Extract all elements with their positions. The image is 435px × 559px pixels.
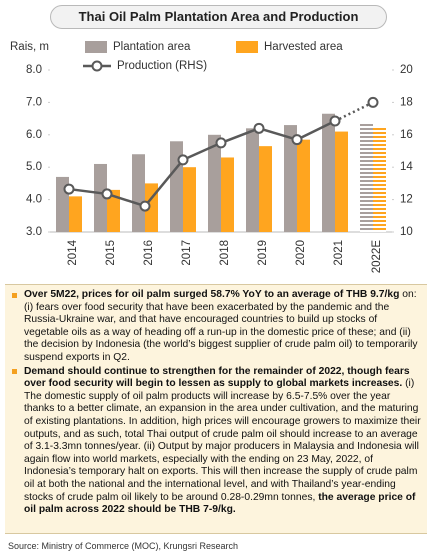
- bar: [132, 154, 145, 232]
- marker: [177, 154, 189, 166]
- chart-title: Thai Oil Palm Plantation Area and Produc…: [50, 5, 387, 29]
- legend-label: Plantation area: [113, 41, 191, 53]
- y-tick-label: 4.0: [26, 194, 42, 206]
- bar: [208, 134, 221, 232]
- marker: [63, 183, 75, 195]
- legend-swatch: [85, 41, 107, 53]
- legend-swatch: [236, 41, 258, 53]
- x-tick-label: 2022E: [371, 240, 383, 274]
- bar: [297, 139, 310, 232]
- y-tick-label: 6.0: [26, 129, 42, 141]
- legend-label: Production (RHS): [117, 60, 207, 72]
- y2-tick-label: 18: [400, 96, 413, 108]
- notes: Over 5M22, prices for oil palm surged 58…: [5, 284, 427, 534]
- marker: [101, 188, 113, 200]
- x-tick-label: 2020: [295, 240, 307, 266]
- bar: [94, 163, 107, 232]
- bullet-text: the average price of oil palm across 202…: [24, 491, 416, 516]
- bar: [183, 167, 196, 232]
- marker: [215, 137, 227, 149]
- line: [334, 101, 374, 123]
- bar: [322, 113, 335, 232]
- bullet-text: (i) The domestic supply of oil palm prod…: [24, 378, 421, 503]
- bar: [373, 126, 386, 232]
- legend-marker: [91, 60, 103, 72]
- marker: [329, 115, 341, 127]
- marker: [367, 96, 379, 108]
- bar: [335, 131, 348, 232]
- chart: Rais, m 3.04.05.06.07.08.010121416182020…: [10, 41, 413, 274]
- x-tick-label: 2019: [257, 240, 269, 266]
- bar: [107, 189, 120, 232]
- x-tick-label: 2015: [105, 240, 117, 266]
- bullet-text: Demand should continue to strengthen for…: [24, 365, 410, 390]
- y-tick-label: 5.0: [26, 161, 42, 173]
- bar: [360, 123, 373, 232]
- bullet-text: Over 5M22, prices for oil palm surged 58…: [24, 289, 400, 300]
- bar: [69, 196, 82, 232]
- y2-tick-label: 14: [400, 161, 413, 173]
- x-tick-label: 2016: [143, 240, 155, 266]
- bar: [246, 128, 259, 232]
- y-tick-label: 3.0: [26, 226, 42, 238]
- marker: [291, 134, 303, 146]
- bar: [284, 125, 297, 232]
- y2-tick-label: 10: [400, 226, 413, 238]
- marker: [139, 200, 151, 212]
- bullet-text: on: (i) fears over food security that ha…: [24, 289, 418, 363]
- y-tick-label: 7.0: [26, 96, 42, 108]
- bar: [259, 146, 272, 232]
- x-tick-label: 2018: [219, 240, 231, 266]
- y2-tick-label: 12: [400, 194, 413, 206]
- bar: [221, 157, 234, 232]
- bullet: Demand should continue to strengthen for…: [10, 366, 421, 517]
- y-tick-label: 8.0: [26, 64, 42, 76]
- source: Source: Ministry of Commerce (MOC), Krun…: [8, 541, 239, 551]
- legend-label: Harvested area: [264, 41, 343, 53]
- y2-tick-label: 20: [400, 64, 413, 76]
- y-axis-label: Rais, m: [10, 41, 49, 53]
- x-tick-label: 2021: [333, 240, 345, 266]
- x-tick-label: 2014: [67, 239, 79, 265]
- y2-tick-label: 16: [400, 129, 413, 141]
- x-tick-label: 2017: [181, 240, 193, 266]
- bullet: Over 5M22, prices for oil palm surged 58…: [10, 289, 421, 365]
- line: [68, 119, 336, 208]
- marker: [253, 122, 265, 134]
